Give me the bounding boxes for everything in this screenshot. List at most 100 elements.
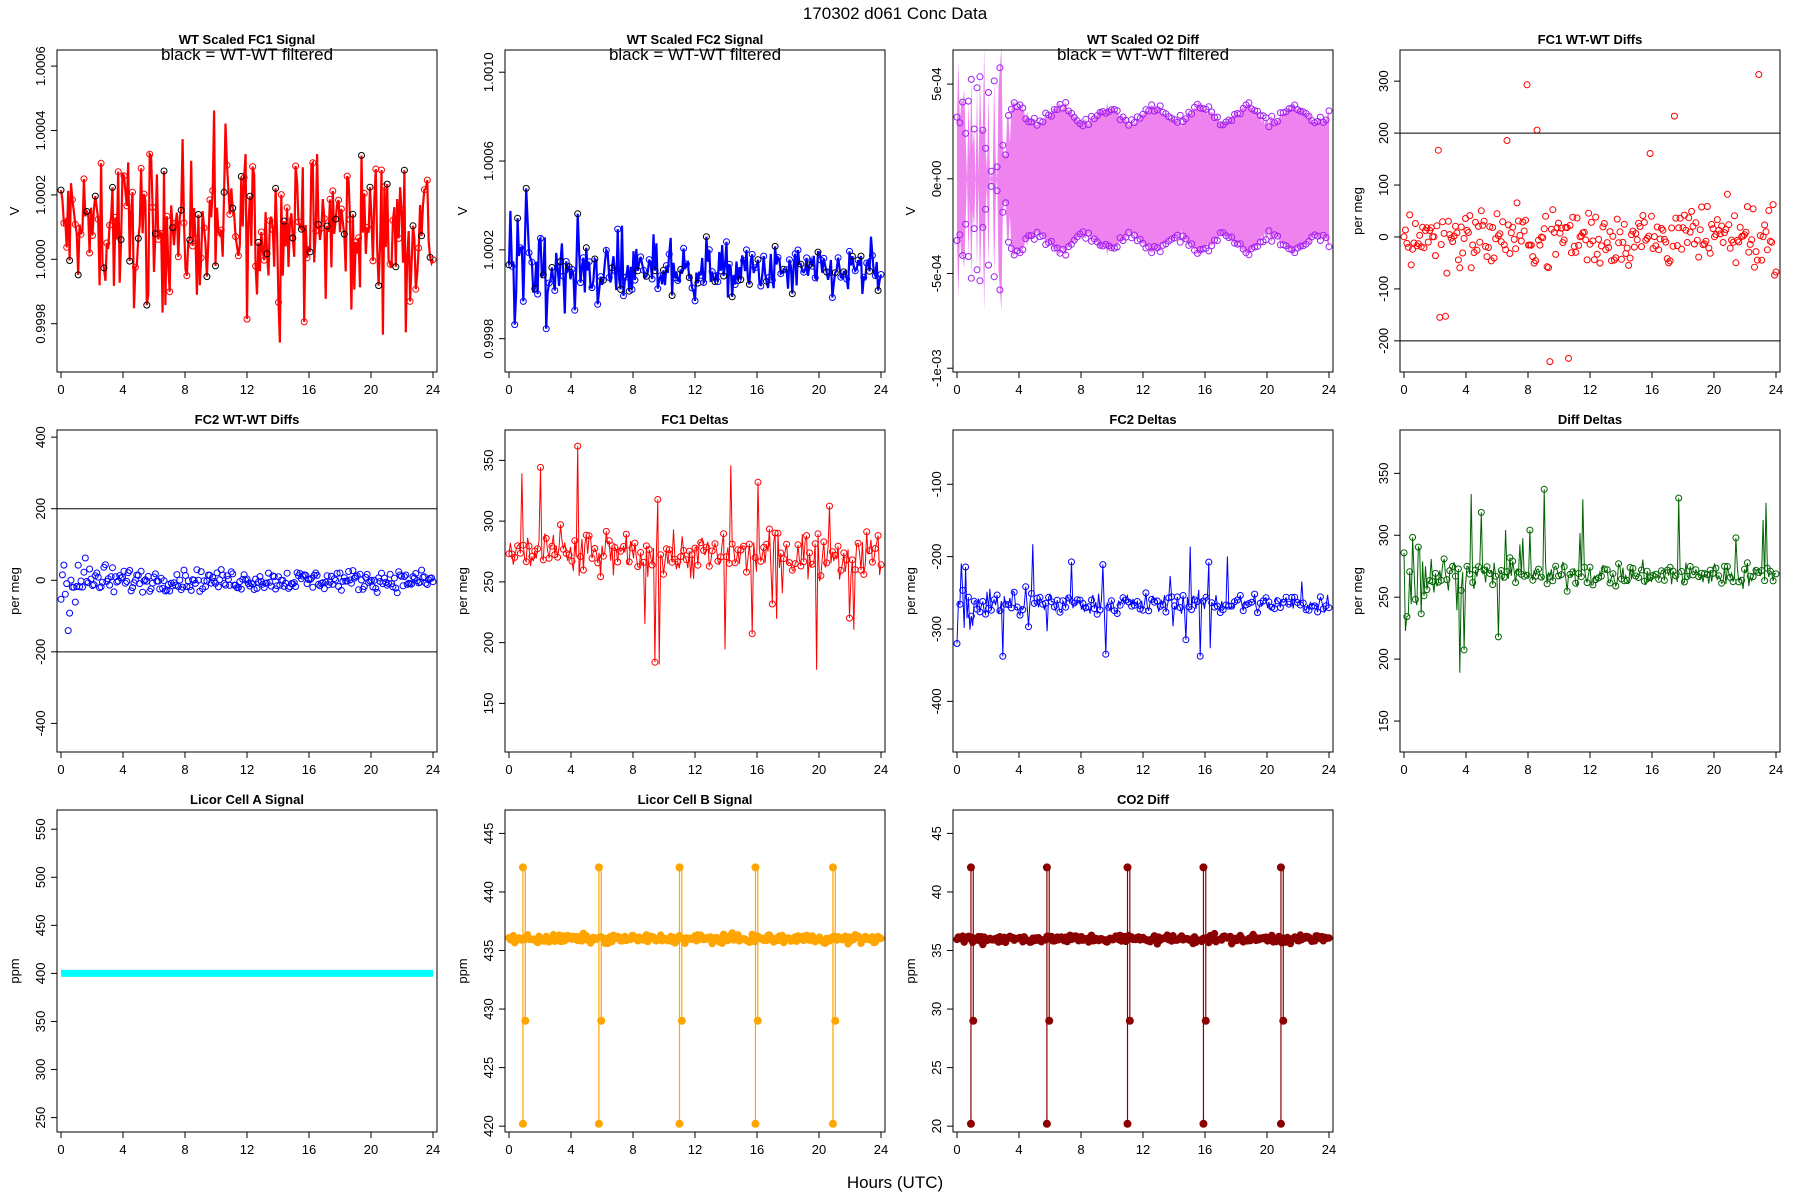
data-point	[1648, 212, 1655, 220]
data-point	[985, 89, 992, 96]
series-area	[957, 50, 1329, 311]
data-point	[1543, 580, 1551, 588]
data-point	[577, 553, 584, 560]
data-point	[58, 571, 66, 579]
data-point	[1050, 106, 1058, 113]
data-point	[402, 571, 410, 579]
data-point	[1322, 234, 1330, 242]
data-point	[562, 258, 570, 265]
data-point	[1201, 1016, 1210, 1025]
data-point	[1125, 228, 1133, 236]
data-point	[1741, 565, 1748, 573]
data-point	[1552, 250, 1560, 258]
data-point	[1047, 237, 1055, 245]
data-point	[1526, 526, 1534, 534]
data-point	[993, 163, 1001, 171]
data-point	[728, 540, 736, 548]
data-point	[223, 161, 231, 169]
data-point	[877, 271, 885, 278]
panel-annotation: black = WT-WT filtered	[609, 45, 781, 64]
x-tick-label: 12	[688, 1142, 702, 1157]
series-line	[59, 110, 435, 343]
data-point	[415, 244, 423, 252]
data-point	[1130, 231, 1138, 239]
data-point	[1446, 231, 1454, 239]
data-point	[123, 578, 131, 585]
data-point	[140, 577, 148, 585]
data-point	[1406, 568, 1414, 576]
data-point	[783, 540, 791, 548]
data-point	[522, 184, 530, 192]
data-point	[518, 863, 527, 872]
data-point	[1424, 238, 1432, 246]
data-point	[863, 259, 871, 267]
data-point	[1088, 596, 1095, 604]
y-tick-label: 25	[929, 1060, 944, 1074]
data-point	[1761, 577, 1769, 585]
data-point	[1625, 261, 1633, 269]
data-point	[1736, 223, 1744, 231]
data-point	[176, 576, 184, 584]
data-point	[599, 552, 607, 560]
data-point	[967, 75, 975, 83]
data-point	[1772, 570, 1780, 578]
data-point	[323, 222, 331, 230]
x-tick-label: 12	[1583, 382, 1597, 397]
data-point	[1288, 593, 1296, 601]
data-point	[120, 172, 128, 180]
data-point	[688, 284, 696, 292]
y-tick-label: 1.0006	[33, 46, 48, 86]
data-point	[871, 545, 879, 552]
data-point	[1116, 601, 1124, 609]
data-point	[1050, 603, 1058, 611]
data-point	[1560, 563, 1568, 571]
panel-annotation: black = WT-WT filtered	[161, 45, 333, 64]
data-point	[545, 279, 553, 287]
data-point	[1466, 570, 1474, 578]
data-point	[711, 540, 719, 548]
x-tick-label: 4	[119, 1142, 126, 1157]
data-point	[1556, 229, 1564, 237]
data-point	[745, 540, 753, 548]
data-point	[101, 561, 109, 569]
data-point	[1036, 117, 1044, 125]
data-point	[129, 188, 136, 196]
data-point	[100, 264, 108, 272]
data-point	[591, 255, 599, 263]
data-point	[1656, 235, 1664, 243]
data-point	[734, 277, 742, 285]
data-point	[1420, 592, 1428, 600]
data-point	[956, 600, 964, 608]
data-point	[1595, 235, 1603, 243]
x-tick-label: 24	[426, 382, 440, 397]
data-point	[1162, 608, 1170, 616]
data-point	[1597, 242, 1605, 250]
x-axis-label: Hours (UTC)	[847, 1173, 943, 1192]
data-point	[531, 285, 539, 292]
x-tick-label: 24	[874, 1142, 888, 1157]
data-point	[91, 192, 99, 200]
data-point	[1279, 1016, 1288, 1025]
data-point	[1056, 608, 1064, 616]
data-point	[393, 589, 401, 597]
data-point	[594, 863, 603, 872]
data-point	[568, 557, 576, 565]
data-point	[651, 658, 659, 666]
data-point	[814, 530, 822, 538]
y-axis-label: V	[7, 206, 22, 215]
data-point	[1515, 217, 1522, 225]
data-point	[266, 217, 274, 225]
data-point	[657, 272, 665, 280]
data-point	[1572, 248, 1580, 256]
data-point	[1509, 223, 1517, 231]
data-point	[1539, 234, 1547, 242]
data-point	[1609, 232, 1617, 240]
data-point	[1188, 606, 1196, 614]
data-point	[77, 230, 85, 238]
data-point	[1490, 254, 1498, 262]
y-tick-label: 45	[929, 826, 944, 840]
data-point	[1523, 571, 1531, 579]
data-point	[1500, 573, 1508, 581]
data-point	[97, 583, 105, 591]
y-tick-label: 200	[1376, 648, 1391, 670]
